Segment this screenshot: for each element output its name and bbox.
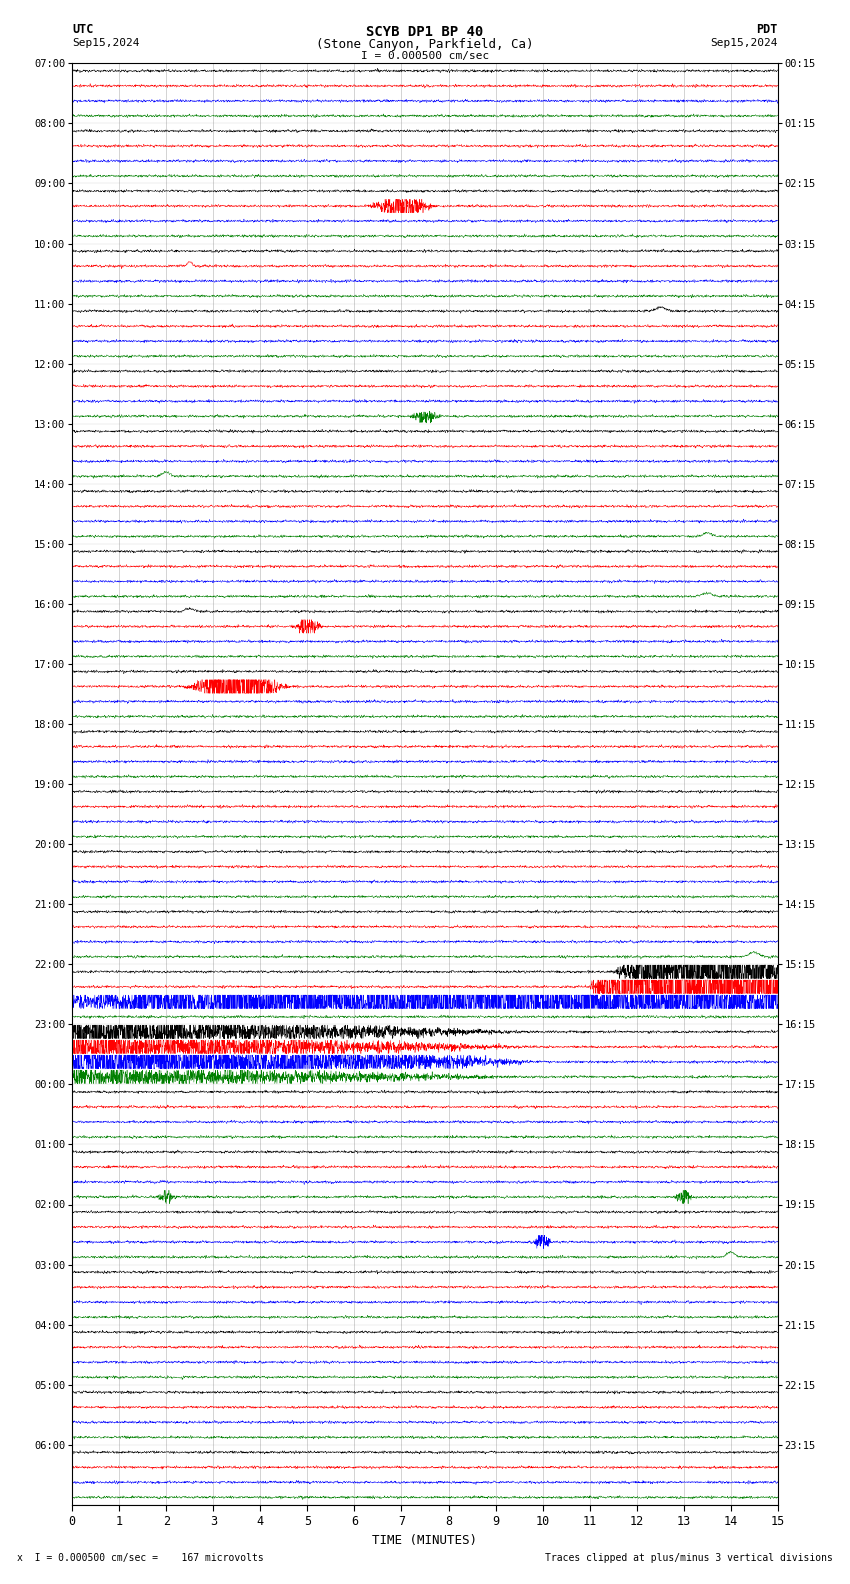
Text: Sep15,2024: Sep15,2024: [72, 38, 139, 48]
Text: UTC: UTC: [72, 24, 94, 36]
Text: I = 0.000500 cm/sec: I = 0.000500 cm/sec: [361, 51, 489, 60]
Text: PDT: PDT: [756, 24, 778, 36]
Text: x  I = 0.000500 cm/sec =    167 microvolts: x I = 0.000500 cm/sec = 167 microvolts: [17, 1554, 264, 1563]
Text: Traces clipped at plus/minus 3 vertical divisions: Traces clipped at plus/minus 3 vertical …: [545, 1554, 833, 1563]
Text: (Stone Canyon, Parkfield, Ca): (Stone Canyon, Parkfield, Ca): [316, 38, 534, 51]
X-axis label: TIME (MINUTES): TIME (MINUTES): [372, 1533, 478, 1546]
Text: SCYB DP1 BP 40: SCYB DP1 BP 40: [366, 25, 484, 38]
Text: Sep15,2024: Sep15,2024: [711, 38, 778, 48]
